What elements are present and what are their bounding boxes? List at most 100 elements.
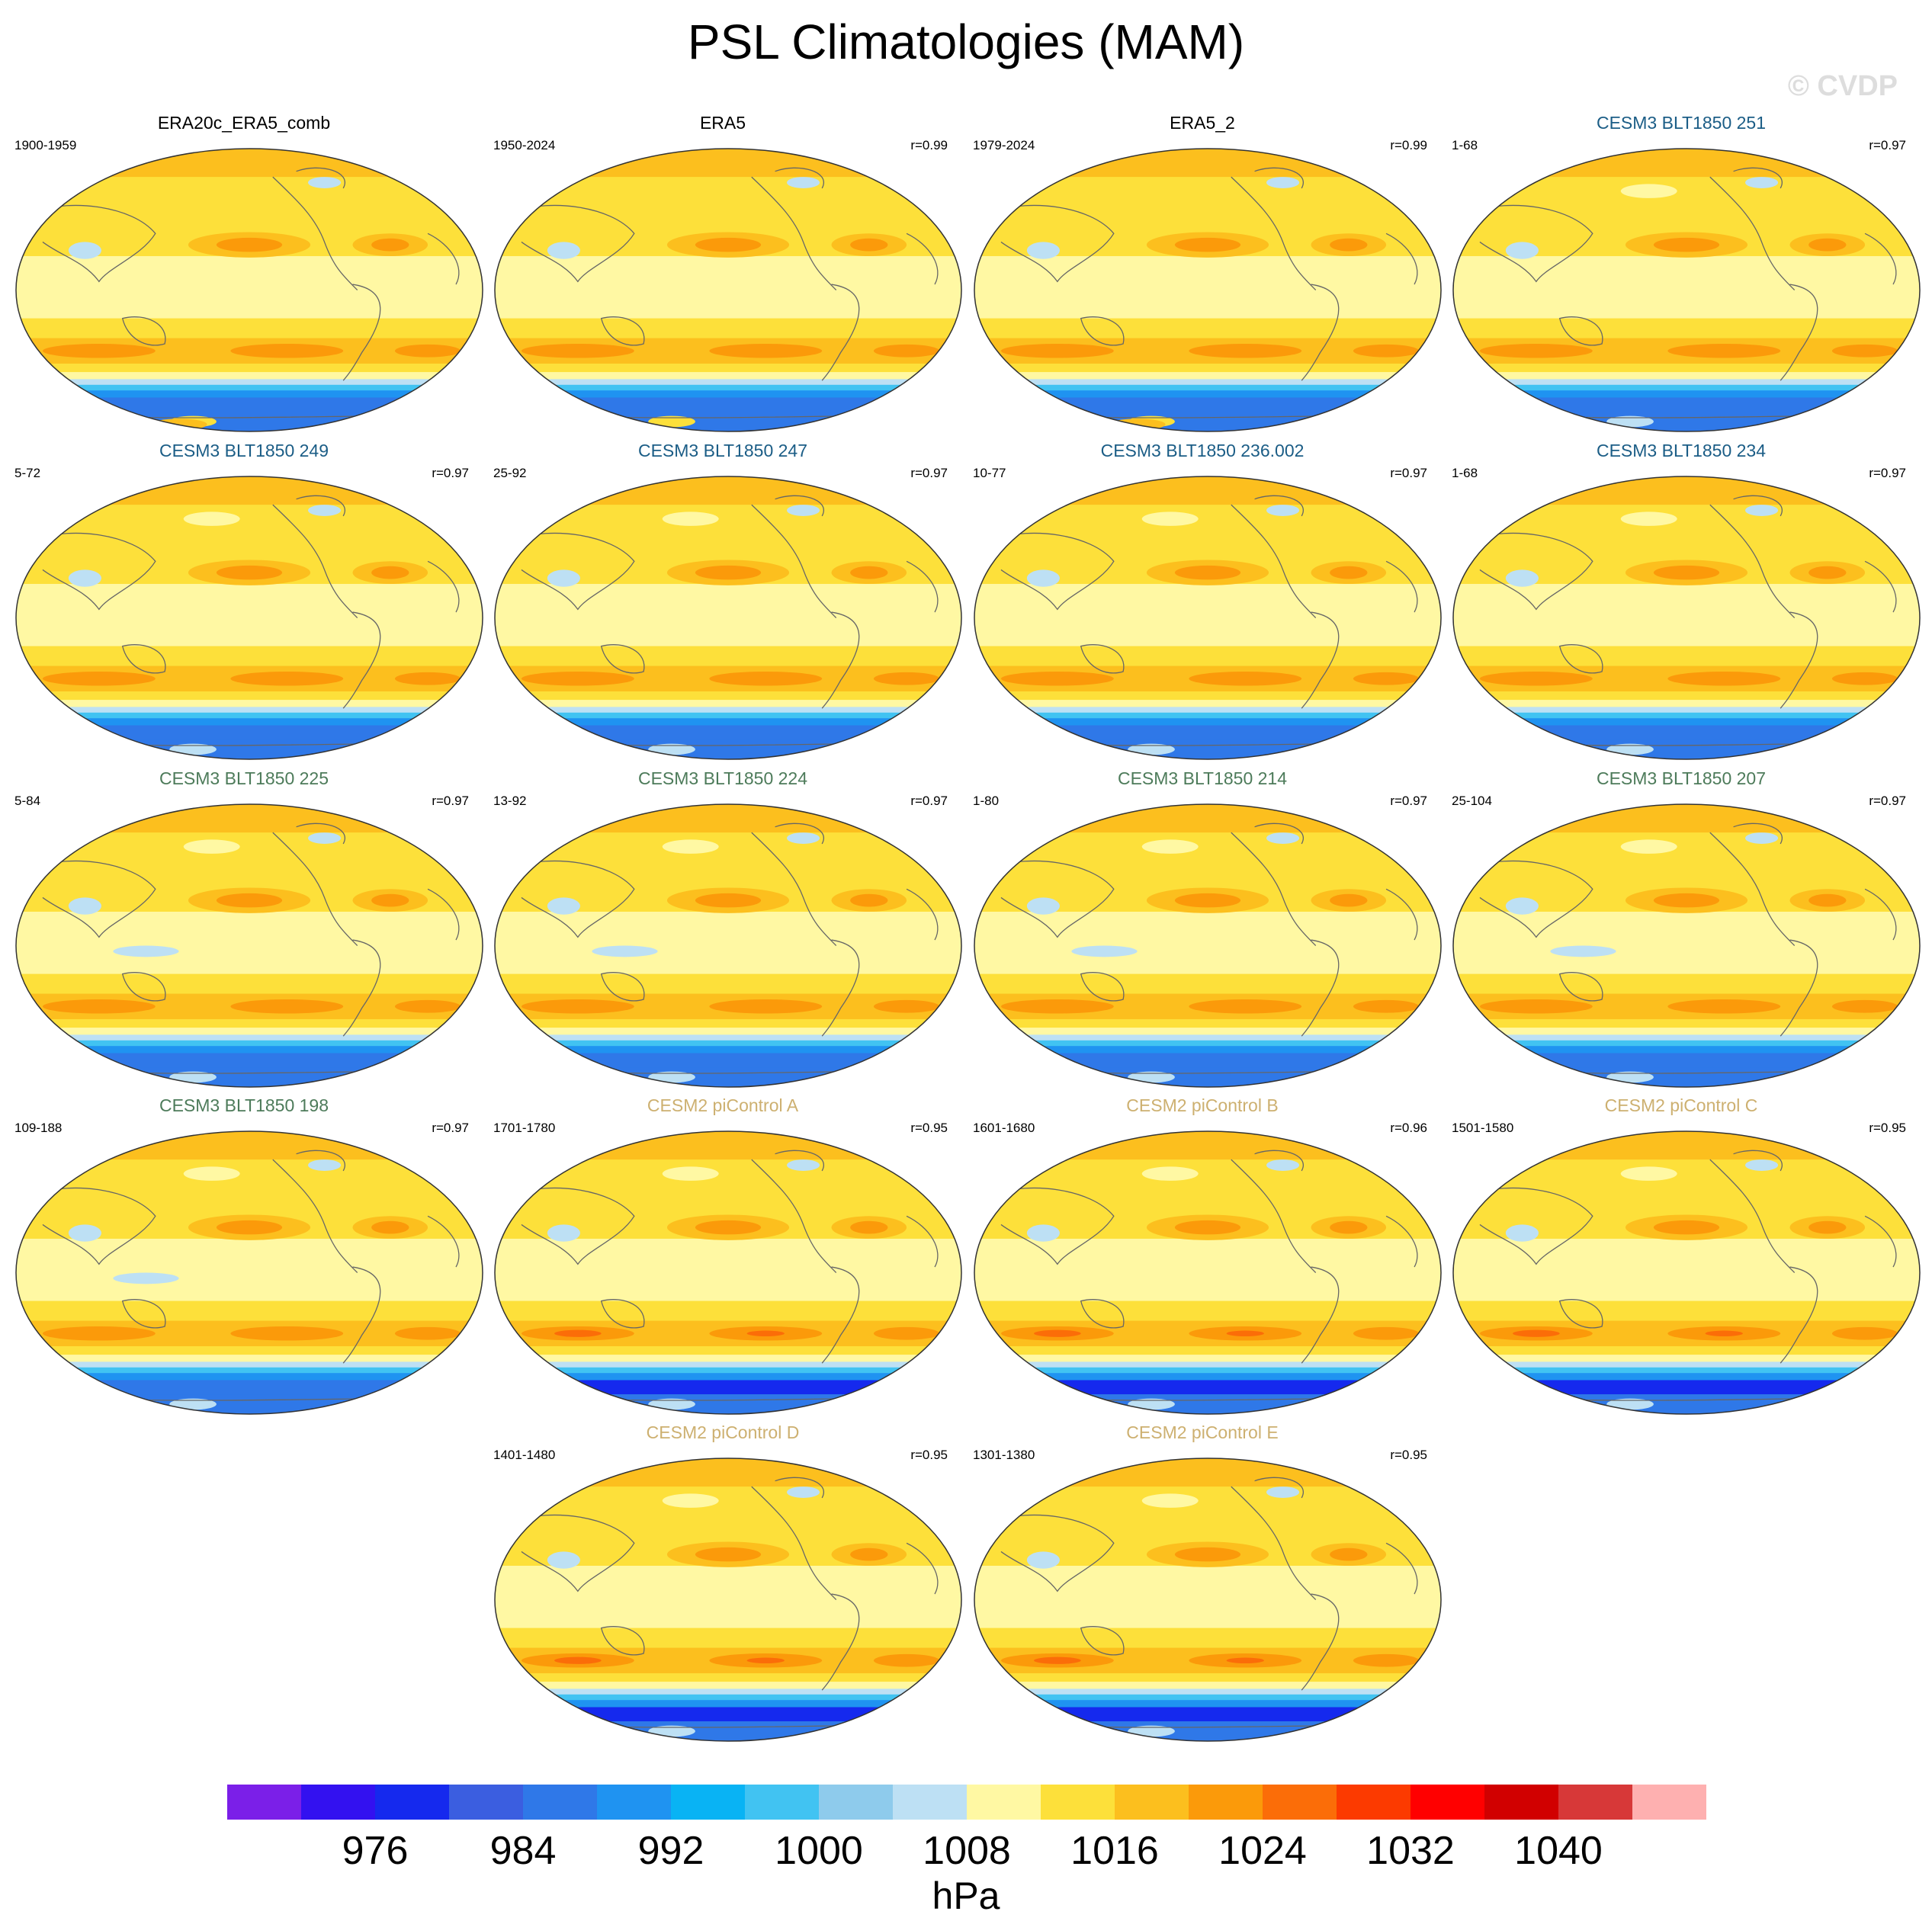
azores-high-core [1808,893,1847,907]
south-subtropic-band [974,1628,1441,1649]
south-transition-band [16,1018,483,1029]
arctic-band [1453,1131,1920,1161]
aleutian-low [662,1166,719,1181]
arctic-band [974,476,1441,506]
psl-map [974,148,1442,432]
antarctic-band [974,1394,1441,1414]
coastline [1709,504,1796,618]
psl-map [974,803,1442,1088]
map-panel: CESM3 BLT1850 234 1-68 r=0.97 [1441,441,1921,761]
maritime-continent-low [592,945,658,957]
southern-ocean-band [974,1046,1441,1054]
coastline [1385,233,1418,285]
southern-ocean-band [974,1367,1441,1374]
coastline [906,888,939,941]
southern-ocean-band [495,1688,961,1695]
arctic-band [974,804,1441,834]
azores-high-core [850,1220,888,1234]
south-atlantic-high [873,1326,940,1340]
south-subtropic-band [495,973,961,995]
southern-ocean-band [495,1694,961,1701]
psl-map [15,148,483,432]
coastline [996,1514,1115,1592]
southern-ocean-band [1453,1046,1920,1054]
antarctic-plateau [648,1398,695,1410]
southern-ocean-band [495,707,961,714]
southern-ocean-band [495,1700,961,1708]
southern-ocean-band [495,1046,961,1054]
south-subtropic-band [1453,318,1920,339]
panel-correlation: r=0.95 [910,1121,948,1135]
azores-high-core [850,238,888,252]
azores-high-core [1808,1220,1847,1234]
coastline [1475,860,1593,938]
map-panel: CESM2 piControl B 1601-1680 r=0.96 [962,1095,1443,1416]
panel-years: 1501-1580 [1452,1121,1514,1135]
panel-title: CESM3 BLT1850 249 [159,441,329,460]
coastline [1254,495,1304,517]
coastline [516,1187,635,1265]
antarctic-band [1453,1067,1920,1087]
asian-low [547,569,580,587]
map-border [1452,1130,1921,1415]
coastline [600,972,645,1002]
coastline [272,1159,358,1273]
north-pacific-high-core [1174,237,1241,252]
indian-ocean-high [42,343,156,358]
coastline [751,504,837,618]
maritime-continent-low [1071,945,1138,957]
coastline [821,284,860,381]
indian-ocean-high-core [554,1329,602,1337]
antarctic-band [16,1067,483,1087]
south-pacific-high [1189,343,1302,358]
south-transition-band [974,1345,1441,1356]
coastline [1733,1150,1783,1172]
south-transition-band [974,700,1441,708]
coastline [1080,1626,1125,1656]
map-panel: CESM3 BLT1850 198 109-188 r=0.97 [4,1095,484,1416]
north-pacific-high-core [216,893,283,908]
asian-low [1026,1551,1060,1569]
southern-ocean-band [1453,1361,1920,1368]
antarctic-plateau [169,1071,217,1083]
coastline [1254,167,1304,189]
south-transition-band [495,363,961,374]
coastline [272,176,358,290]
antarctic-band [1453,739,1920,759]
south-pacific-high [1667,671,1781,686]
colorbar-units: hPa [932,1874,1000,1917]
panel-years: 25-92 [493,466,527,480]
panel-title: ERA20c_ERA5_comb [157,113,331,133]
south-transition-band [16,691,483,701]
south-transition-band [495,1028,961,1036]
coastline [1231,176,1317,290]
south-transition-band [16,1355,483,1363]
map-panel: ERA5 1950-2024 r=0.99 [483,113,963,433]
coastline [296,823,345,845]
map-border [1452,148,1921,432]
southern-trough-band [1453,725,1920,741]
south-atlantic-high [394,672,461,685]
azores-high-core [371,566,409,579]
icelandic-low [308,1159,342,1171]
coastline [121,316,166,346]
psl-map [974,476,1442,760]
panel-years: 1900-1959 [14,138,77,152]
tropical-band [495,1565,961,1629]
south-transition-band [1453,1355,1920,1363]
panel-correlation: r=0.97 [432,794,469,808]
coastline [996,204,1115,283]
asian-low [1026,1224,1060,1242]
southern-trough-band [495,1380,961,1396]
aleutian-low [183,839,240,854]
north-midlat-band [974,1159,1441,1195]
southern-ocean-band [1453,712,1920,720]
south-subtropic-band [974,646,1441,667]
south-subtropic-band [1453,973,1920,995]
panel-correlation: r=0.97 [1869,794,1906,808]
map-border [15,1130,483,1415]
north-midlat-band [495,505,961,540]
panel-title: CESM2 piControl A [647,1095,799,1115]
south-transition-band [495,691,961,701]
coastline [121,972,166,1002]
